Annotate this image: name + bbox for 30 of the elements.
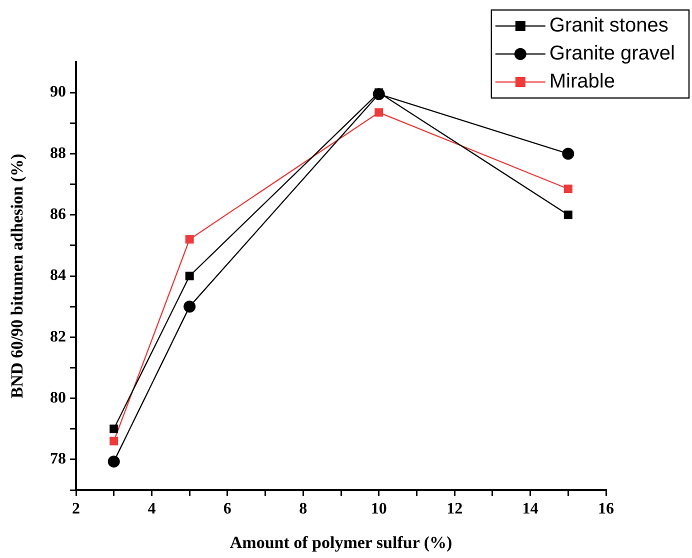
point [110,436,118,446]
point [108,456,120,468]
x-tick-label: 14 [522,500,538,518]
x-tick-label: 8 [299,500,308,518]
x-tick-label: 6 [223,500,232,518]
point [564,184,572,194]
y-tick-label: 90 [50,84,66,101]
y-axis-title: BND 60/90 bitumen adhesion (%) [8,154,27,398]
y-tick-label: 84 [50,267,66,284]
x-axis-title: Amount of polymer sulfur (%) [230,533,452,552]
y-tick-label: 82 [50,328,66,346]
point [110,424,118,434]
x-tick-label: 10 [370,500,387,518]
x-tick-label: 12 [446,500,463,518]
x-tick-label: 4 [148,500,156,518]
y-tick-label: 86 [50,206,66,223]
point [374,108,384,117]
y-tick-label: 88 [50,144,66,162]
point [564,210,572,220]
y-tick-label: 80 [50,389,66,406]
legend-label: Mirable [549,70,615,93]
point [185,235,194,244]
x-tick-label: 16 [598,500,614,518]
y-tick-label: 78 [50,450,66,468]
legend-label: Granit stones [549,14,668,37]
x-tick-label: 2 [72,500,80,518]
point [184,300,196,313]
point [562,148,574,160]
point [185,272,194,280]
legend-label: Granite gravel [549,42,676,65]
